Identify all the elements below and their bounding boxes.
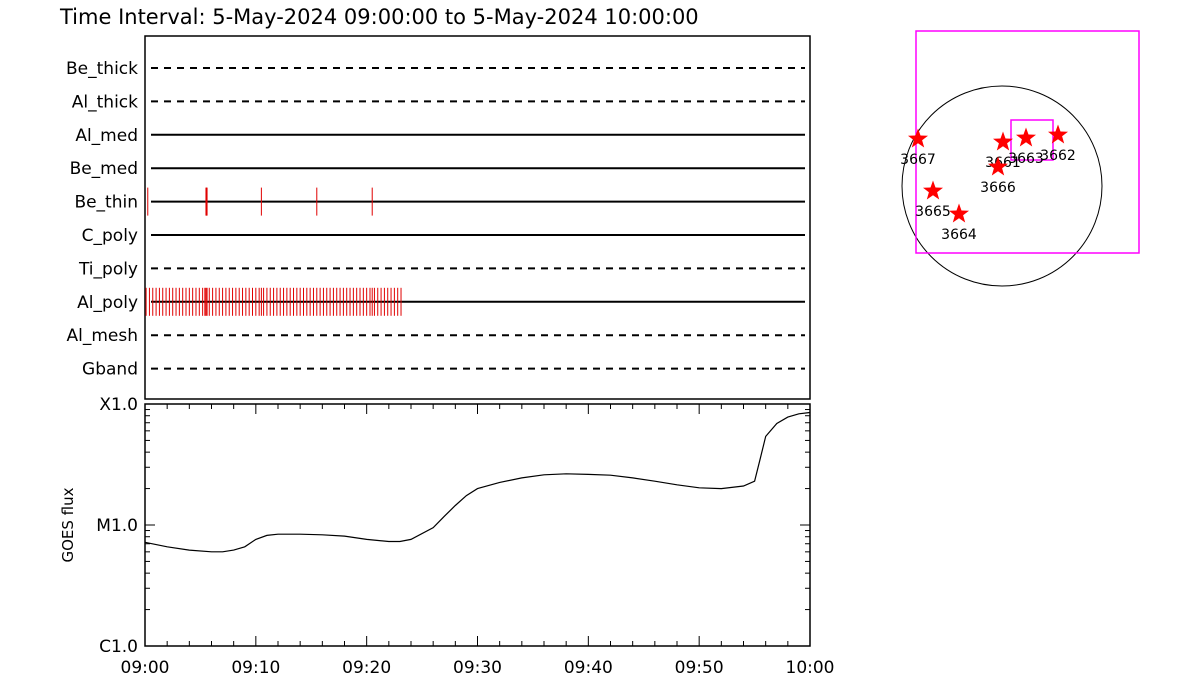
y-tick-label: X1.0 [99, 395, 138, 415]
x-tick-label: 09:50 [675, 658, 724, 678]
filter-label: Al_mesh [66, 326, 138, 346]
x-tick-label: 10:00 [786, 658, 835, 678]
active-region-marker [1048, 124, 1068, 144]
filter-label: Al_thick [72, 92, 138, 112]
goes-flux-panel: X1.0 M1.0 C1.009:00 09:10 09:20 09:30 09:40 09:… [59, 395, 835, 678]
time-interval-title: Time Interval: 5-May-2024 09:00:00 to 5-… [59, 5, 699, 29]
filter-timeline-panel: Be_thick Al_thick Al_med Be_med Be_thin C_pol… [66, 35, 811, 400]
active-region-label: 3665 [915, 204, 951, 220]
active-region-marker [923, 180, 943, 200]
active-region-label: 3662 [1040, 148, 1076, 164]
x-tick-label: 09:00 [121, 658, 170, 678]
x-tick-label: 09:40 [564, 658, 613, 678]
goes-panel-frame [144, 403, 811, 647]
filter-label: Be_thick [66, 59, 138, 79]
filter-panel-frame [144, 35, 811, 400]
active-region-marker [908, 128, 928, 148]
filter-label: Be_thin [74, 193, 138, 213]
filter-label: Al_med [75, 126, 138, 146]
active-region-label: 3663 [1008, 151, 1044, 167]
y-tick-label: C1.0 [99, 637, 138, 657]
filter-label: Ti_poly [78, 259, 138, 279]
active-region-label: 3667 [900, 152, 936, 168]
x-tick-label: 09:10 [231, 658, 280, 678]
active-region-label: 3664 [941, 227, 977, 243]
solar-disk [901, 85, 1103, 287]
goes-y-axis-label: GOES flux [59, 487, 77, 562]
filter-label: Gband [82, 360, 138, 380]
active-region-marker [993, 131, 1013, 151]
x-tick-label: 09:30 [453, 658, 502, 678]
filter-label: Al_poly [77, 293, 138, 313]
y-tick-label: M1.0 [96, 516, 138, 536]
filter-label: Be_med [70, 159, 138, 179]
active-region-marker [949, 203, 969, 223]
active-region-marker [988, 156, 1008, 176]
filter-label: C_poly [82, 226, 138, 246]
active-region-label: 3666 [980, 180, 1016, 196]
goes-flux-curve [144, 411, 811, 553]
x-tick-label: 09:20 [342, 658, 391, 678]
active-region-marker [1016, 127, 1036, 147]
